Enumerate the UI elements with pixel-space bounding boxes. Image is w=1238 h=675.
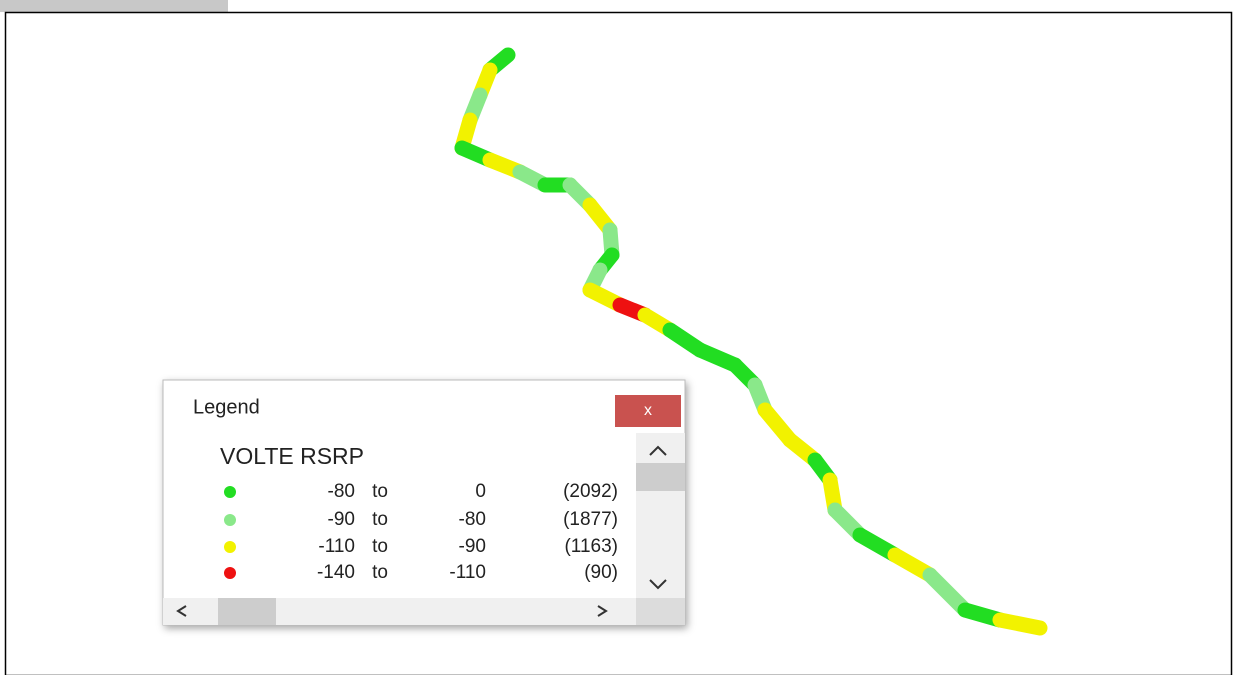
scroll-left[interactable] — [176, 605, 187, 617]
v-thumb[interactable] — [636, 463, 685, 491]
drive-route — [454, 47, 1048, 636]
legend-swatch — [224, 514, 236, 526]
range-word: to — [372, 562, 388, 583]
legend-swatch — [224, 541, 236, 553]
scroll-up[interactable] — [649, 445, 667, 456]
close-button[interactable] — [615, 395, 681, 427]
range-count: (90) — [584, 562, 618, 583]
scroll-corner — [636, 598, 685, 625]
route-segment — [922, 567, 973, 618]
route-segment — [992, 612, 1048, 636]
range-word: to — [372, 536, 388, 557]
range-word: to — [372, 481, 388, 502]
legend-entries: -80 to 0 (2092) -90 to -80 (1877) -110 to -90 (1163… — [224, 481, 618, 583]
legend-box — [162, 379, 686, 626]
range-count: (1163) — [564, 536, 618, 557]
range-to: -110 — [449, 562, 486, 583]
range-from: -80 — [328, 481, 355, 502]
range-count: (1877) — [563, 509, 618, 530]
range-from: -140 — [317, 562, 355, 583]
close-label[interactable]: x — [644, 402, 652, 419]
layer-name: VOLTE RSRP — [220, 443, 364, 469]
range-to: -80 — [459, 509, 486, 530]
scroll-right[interactable] — [597, 605, 608, 617]
range-count: (2092) — [563, 481, 618, 502]
v-scrollbar[interactable] — [636, 433, 685, 598]
range-to: -90 — [459, 536, 486, 557]
range-word: to — [372, 509, 388, 530]
range-from: -110 — [318, 536, 355, 557]
range-from: -90 — [328, 509, 355, 530]
legend-title: Legend — [193, 396, 260, 418]
tab[interactable] — [0, 0, 228, 12]
legend-swatch — [224, 567, 236, 579]
legend-panel — [162, 379, 686, 626]
scroll-down[interactable] — [649, 579, 667, 590]
range-to: 0 — [475, 481, 486, 502]
legend-swatch — [224, 486, 236, 498]
h-thumb[interactable] — [218, 598, 276, 625]
